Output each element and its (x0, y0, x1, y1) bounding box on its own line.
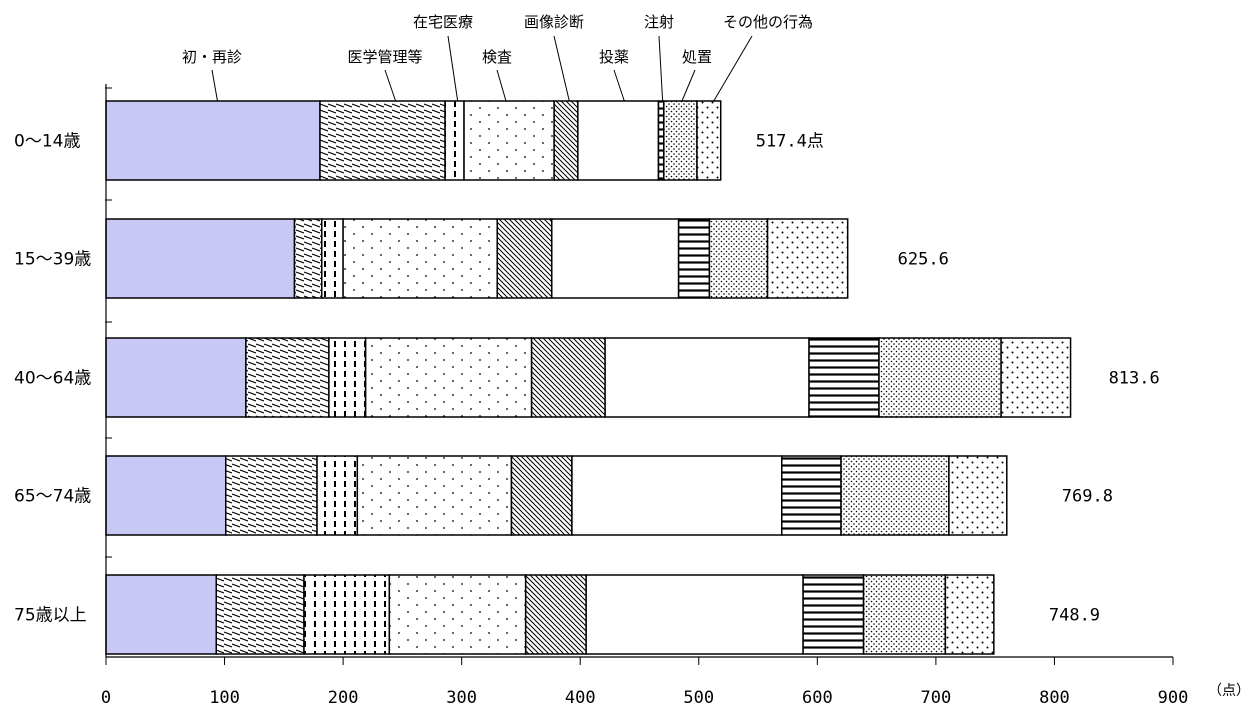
bar-segment (585, 574, 804, 655)
bar-segment (105, 574, 218, 655)
bar-segment (356, 455, 513, 536)
bar-segment (105, 455, 227, 536)
bar-segment (105, 100, 321, 181)
legend-leader-line (613, 69, 627, 107)
legend-label: 初・再診 (182, 48, 242, 66)
bar-segment (496, 218, 553, 299)
bar-segment (802, 574, 865, 655)
bar-segment (663, 100, 698, 181)
bar-segment (944, 574, 995, 655)
axes (105, 84, 1174, 665)
total-label: 625.6 (898, 250, 949, 270)
bar-segment (862, 574, 947, 655)
labels: 0～14歳 517.4点 15～39歳 625.6 40～64歳 813.6 65～74歳 7… (14, 132, 1250, 709)
bar-segment (388, 574, 527, 655)
legend-leader-line (447, 35, 460, 111)
category-label: 0～14歳 (14, 132, 80, 152)
bar-segment (781, 455, 842, 536)
bar-segment (1000, 337, 1072, 418)
bar-segment (677, 218, 711, 299)
legend-label: その他の行為 (723, 13, 813, 31)
bar-segment (840, 455, 950, 536)
x-tick-label: 900 (1158, 688, 1189, 708)
legend-label: 注射 (644, 13, 674, 31)
x-tick-label: 700 (921, 688, 952, 708)
legend-label: 在宅医療 (413, 13, 473, 31)
bar-segment (808, 337, 880, 418)
legend-label: 医学管理等 (347, 48, 422, 66)
bar-segment (530, 337, 606, 418)
bar-segment (657, 100, 665, 181)
total-label: 748.9 (1049, 606, 1100, 626)
bar-segment (510, 455, 573, 536)
legend-label: 画像診断 (524, 13, 584, 31)
legend-label: 検査 (482, 48, 512, 66)
legend-label: 投薬 (599, 48, 629, 66)
total-label: 769.8 (1062, 487, 1113, 507)
legend-label: 処置 (682, 48, 712, 66)
x-tick-label: 0 (101, 688, 111, 708)
bar-segment (708, 218, 769, 299)
legend-leader-line (553, 35, 571, 105)
bar-segment (524, 574, 587, 655)
legend-leader-line (711, 35, 753, 105)
bar-segment (577, 100, 660, 181)
total-label: 517.4点 (756, 132, 824, 152)
bar-segment (245, 337, 330, 418)
bar-segment (316, 455, 359, 536)
bar-segment (105, 337, 247, 418)
bar-segment (463, 100, 555, 181)
x-tick-label: 600 (802, 688, 833, 708)
bar-segment (215, 574, 305, 655)
x-tick-label: 500 (683, 688, 714, 708)
category-label: 40～64歳 (14, 369, 91, 389)
bar-segment (224, 455, 318, 536)
bar-segment (878, 337, 1002, 418)
bar-segment (328, 337, 367, 418)
bar-segment (571, 455, 783, 536)
legend-leader-line (211, 69, 219, 105)
bar-segment (766, 218, 849, 299)
bar-segment (364, 337, 533, 418)
total-label: 813.6 (1109, 369, 1160, 389)
bar-segment (105, 218, 296, 299)
x-tick-label: 800 (1039, 688, 1070, 708)
category-label: 75歳以上 (14, 606, 87, 626)
bar-segment (444, 100, 465, 181)
bar-segment (342, 218, 498, 299)
bar-segment (553, 100, 579, 181)
bar-segment (319, 100, 446, 181)
category-label: 15～39歳 (14, 250, 91, 270)
x-tick-label: 400 (565, 688, 596, 708)
bars (105, 100, 1072, 655)
bar-segment (696, 100, 722, 181)
bar-segment (604, 337, 810, 418)
bar-segment (303, 574, 391, 655)
x-tick-label: 200 (328, 688, 359, 708)
bar-segment (293, 218, 323, 299)
bar-segment (948, 455, 1008, 536)
bar-segment (551, 218, 680, 299)
legend-leader-line (658, 35, 664, 109)
x-tick-label: 100 (209, 688, 240, 708)
bar-segment (321, 218, 344, 299)
x-unit-label: （点） (1208, 683, 1250, 699)
x-tick-label: 300 (446, 688, 477, 708)
category-label: 65～74歳 (14, 487, 91, 507)
